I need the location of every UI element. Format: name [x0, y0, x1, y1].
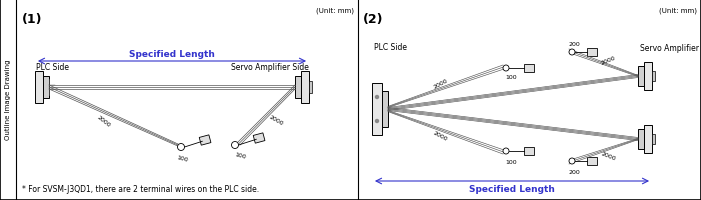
Text: Servo Amplifier Side: Servo Amplifier Side — [640, 44, 701, 53]
Text: 200: 200 — [568, 170, 580, 175]
Bar — [43, 77, 49, 99]
Circle shape — [569, 50, 575, 56]
Bar — [644, 125, 652, 153]
Bar — [372, 84, 382, 135]
Text: (2): (2) — [363, 13, 383, 26]
Text: Servo Amplifier Side: Servo Amplifier Side — [231, 63, 309, 72]
Text: 100: 100 — [176, 154, 189, 162]
Bar — [295, 77, 301, 99]
Text: 200: 200 — [568, 41, 580, 46]
Text: 2000: 2000 — [96, 114, 111, 128]
Text: Outline Image Drawing: Outline Image Drawing — [5, 59, 11, 140]
Text: 2000: 2000 — [433, 130, 449, 142]
Circle shape — [177, 144, 184, 151]
Bar — [587, 157, 597, 165]
Text: 2000: 2000 — [600, 55, 617, 65]
Bar — [638, 129, 644, 149]
Bar — [35, 72, 43, 103]
Bar — [638, 67, 644, 87]
Circle shape — [569, 158, 575, 164]
Bar — [309, 82, 312, 94]
Bar — [652, 72, 655, 82]
Text: (1): (1) — [22, 13, 43, 26]
Bar — [587, 49, 597, 57]
Bar — [301, 72, 309, 103]
Text: PLC Side: PLC Side — [374, 43, 407, 52]
Bar — [644, 63, 652, 91]
Text: 100: 100 — [233, 151, 246, 159]
Circle shape — [376, 120, 379, 123]
Bar — [199, 135, 211, 145]
Text: 100: 100 — [505, 160, 517, 165]
Bar — [253, 133, 265, 143]
Circle shape — [503, 66, 509, 72]
Text: (Unit: mm): (Unit: mm) — [316, 8, 354, 14]
Text: 100: 100 — [505, 75, 517, 80]
Circle shape — [231, 142, 238, 149]
Bar — [524, 65, 534, 73]
Text: (Unit: mm): (Unit: mm) — [659, 8, 697, 14]
Bar — [524, 147, 534, 155]
Text: 2000: 2000 — [268, 114, 285, 126]
Bar — [652, 134, 655, 144]
Text: * For SVSM-J3QD1, there are 2 terminal wires on the PLC side.: * For SVSM-J3QD1, there are 2 terminal w… — [22, 184, 259, 193]
Text: PLC Side: PLC Side — [36, 63, 69, 72]
Text: Specified Length: Specified Length — [129, 50, 215, 59]
Text: Specified Length: Specified Length — [469, 184, 555, 193]
Text: 2000: 2000 — [433, 78, 449, 89]
Circle shape — [503, 148, 509, 154]
Circle shape — [376, 96, 379, 99]
Text: 2000: 2000 — [600, 151, 617, 161]
Bar — [382, 92, 388, 127]
